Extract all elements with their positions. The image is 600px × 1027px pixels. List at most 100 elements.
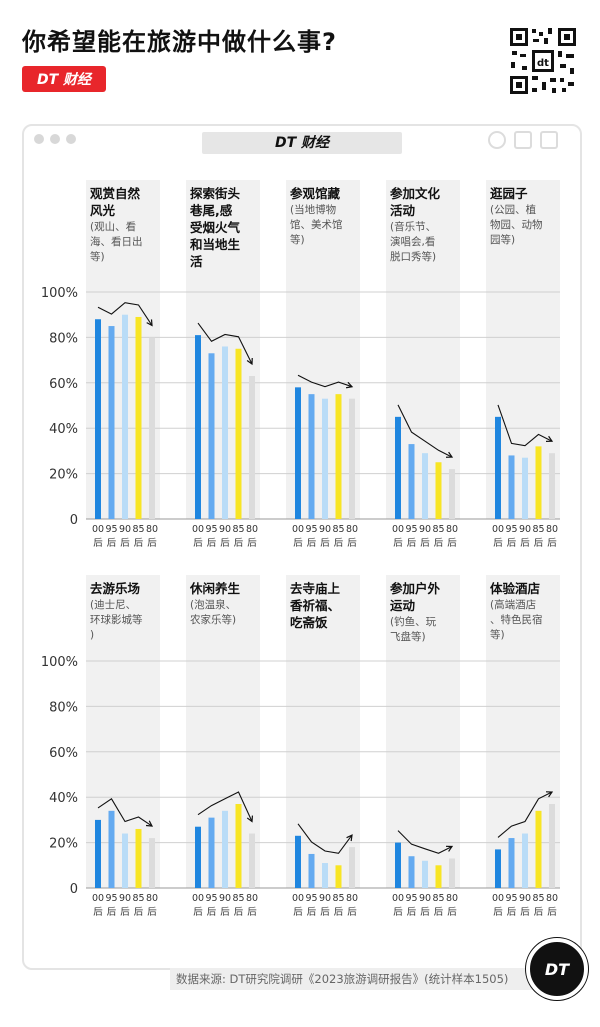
x-tick-label: 后 <box>547 907 557 918</box>
bar <box>549 804 555 888</box>
x-tick-label: 后 <box>393 907 403 918</box>
x-tick-label: 90 <box>319 524 331 535</box>
bar <box>508 455 515 519</box>
x-tick-label: 80 <box>246 524 258 535</box>
bar <box>149 838 155 888</box>
panel-label-line: 飞盘等) <box>390 630 426 643</box>
x-tick-label: 后 <box>247 538 257 549</box>
panel-label-line: 活 <box>190 254 203 269</box>
panel-label: 观赏自然风光 (观山、看海、看日出等) <box>90 186 143 263</box>
chart-row-1: 100%80%60%40%20%0观赏自然风光(观山、看海、看日出等)00后95… <box>41 180 560 549</box>
x-tick-label: 后 <box>147 907 157 918</box>
y-tick-label: 40% <box>49 422 78 437</box>
data-source: 数据来源: DT研究院调研《2023旅游调研报告》(统计样本1505) <box>170 968 532 990</box>
bar <box>549 453 555 519</box>
panel-label-line: (当地博物 <box>290 203 336 216</box>
panel-label-line: 香祈福、 <box>289 598 340 613</box>
bar <box>249 375 255 519</box>
panel-label-line: 休闲养生 <box>189 581 241 596</box>
x-tick-label: 00 <box>292 524 304 535</box>
bar <box>308 394 315 519</box>
x-tick-label: 90 <box>419 524 431 535</box>
x-tick-label: 90 <box>119 524 131 535</box>
panel-label-line: (迪士尼、 <box>90 598 136 611</box>
x-tick-label: 90 <box>519 524 531 535</box>
x-tick-label: 95 <box>505 893 517 904</box>
x-tick-label: 80 <box>446 524 458 535</box>
bar <box>408 444 415 519</box>
x-tick-label: 00 <box>192 893 204 904</box>
bar <box>522 833 528 888</box>
y-tick-label: 20% <box>49 837 78 852</box>
panel-label: 参加户外运动 (钓鱼、玩飞盘等) <box>390 581 441 643</box>
y-tick-label: 100% <box>41 286 78 301</box>
panel-label-line: 等) <box>290 233 305 246</box>
bar <box>249 833 255 888</box>
bar <box>122 314 128 519</box>
trend-arrow-icon <box>246 815 254 823</box>
panel-label-line: 去寺庙上 <box>290 581 341 596</box>
x-tick-label: 后 <box>234 538 244 549</box>
x-tick-label: 后 <box>207 907 217 918</box>
panel-label: 去寺庙上香祈福、吃斋饭 <box>289 581 341 630</box>
bar <box>235 348 242 519</box>
x-tick-label: 后 <box>334 538 344 549</box>
x-tick-label: 85 <box>232 524 244 535</box>
y-tick-label: 0 <box>70 513 78 528</box>
svg-text:dt: dt <box>537 58 549 69</box>
bar <box>449 858 455 888</box>
x-tick-label: 00 <box>192 524 204 535</box>
bar <box>495 416 501 519</box>
x-tick-label: 后 <box>247 907 257 918</box>
trend-line <box>397 830 453 854</box>
x-tick-label: 后 <box>507 907 517 918</box>
bar <box>395 416 401 519</box>
bar <box>322 398 328 519</box>
x-tick-label: 80 <box>546 524 558 535</box>
x-tick-label: 95 <box>105 524 117 535</box>
trend-arrow-icon <box>545 435 554 442</box>
bar <box>395 842 401 888</box>
dt-badge-logo: DT <box>526 938 588 1000</box>
panel-label-line: 园等) <box>490 233 515 246</box>
qr-code: dt <box>508 26 578 96</box>
x-tick-label: 80 <box>446 893 458 904</box>
x-tick-label: 80 <box>346 893 358 904</box>
panel-label-line: 逛园子 <box>490 186 528 201</box>
trend-line <box>397 404 453 458</box>
x-tick-label: 后 <box>320 538 330 549</box>
bar <box>122 833 128 888</box>
x-tick-label: 后 <box>447 907 457 918</box>
panel-label-line: 巷尾,感 <box>189 203 233 218</box>
x-tick-label: 85 <box>432 524 444 535</box>
panel-label-line: 和当地生 <box>189 237 241 252</box>
x-tick-label: 后 <box>293 907 303 918</box>
x-tick-label: 后 <box>347 907 357 918</box>
bar <box>208 817 215 888</box>
x-tick-label: 95 <box>205 893 217 904</box>
x-tick-label: 95 <box>505 524 517 535</box>
panel-label-line: 参加文化 <box>390 186 441 201</box>
panel-background <box>386 575 460 888</box>
bar <box>95 819 101 888</box>
bar <box>349 398 355 519</box>
bar <box>108 326 115 519</box>
bar <box>108 810 115 888</box>
x-tick-label: 90 <box>319 893 331 904</box>
bar <box>435 865 442 888</box>
x-tick-label: 85 <box>532 524 544 535</box>
x-tick-label: 90 <box>219 893 231 904</box>
share-icon <box>540 131 558 149</box>
y-tick-label: 40% <box>49 791 78 806</box>
x-tick-label: 后 <box>420 907 430 918</box>
x-tick-label: 后 <box>434 538 444 549</box>
panel-label-line: 运动 <box>390 598 416 613</box>
bar <box>208 353 215 519</box>
bar <box>422 860 428 888</box>
trend-line <box>97 798 153 827</box>
x-tick-label: 后 <box>507 538 517 549</box>
x-tick-label: 95 <box>305 524 317 535</box>
minimize-dot-icon <box>50 134 60 144</box>
trend-arrow-icon <box>246 357 253 366</box>
